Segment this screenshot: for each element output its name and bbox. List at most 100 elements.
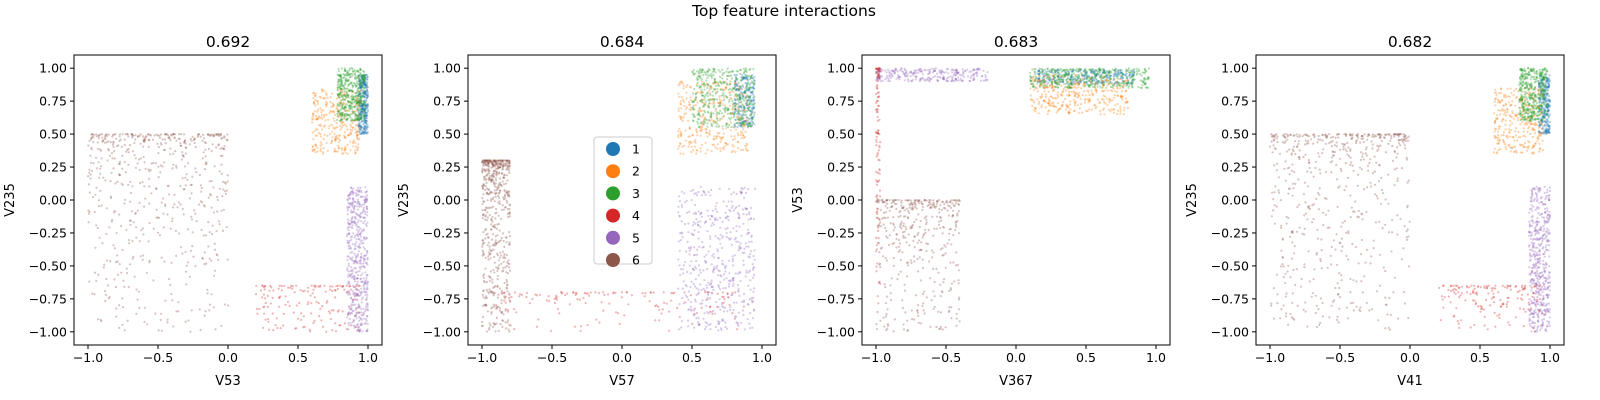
- point-cluster-6: [144, 197, 147, 200]
- point-cluster-3: [344, 79, 347, 82]
- point-cluster-6: [88, 210, 91, 213]
- point-cluster-6: [158, 216, 161, 219]
- point-cluster-6: [100, 204, 103, 207]
- point-cluster-3: [361, 95, 364, 98]
- point-cluster-6: [169, 147, 172, 150]
- point-cluster-3: [357, 74, 360, 77]
- point-cluster-5: [724, 325, 727, 329]
- point-cluster-3: [343, 113, 347, 116]
- point-cluster-6: [193, 138, 196, 141]
- point-cluster-3: [748, 86, 751, 89]
- point-cluster-6: [207, 196, 210, 199]
- point-cluster-6: [497, 214, 500, 217]
- point-cluster-2: [1090, 89, 1093, 92]
- point-cluster-3: [356, 108, 359, 111]
- point-cluster-2: [704, 152, 707, 155]
- point-cluster-5: [732, 191, 735, 194]
- point-cluster-3: [341, 103, 344, 107]
- point-cluster-5: [700, 302, 704, 305]
- point-cluster-2: [716, 147, 719, 150]
- point-cluster-2: [326, 134, 329, 137]
- point-cluster-2: [330, 123, 333, 127]
- point-cluster-6: [208, 180, 211, 183]
- point-cluster-6: [496, 274, 499, 277]
- point-cluster-6: [185, 173, 188, 176]
- point-cluster-1: [365, 89, 369, 92]
- point-cluster-2: [312, 92, 315, 95]
- point-cluster-5: [738, 294, 741, 297]
- point-cluster-2: [719, 140, 722, 143]
- point-cluster-6: [148, 221, 151, 225]
- point-cluster-3: [739, 72, 742, 76]
- point-cluster-3: [740, 118, 743, 121]
- point-cluster-6: [500, 262, 503, 265]
- point-cluster-3: [732, 102, 735, 105]
- point-cluster-1: [365, 104, 368, 107]
- point-cluster-6: [208, 303, 212, 306]
- point-cluster-5: [718, 238, 721, 241]
- point-cluster-5: [681, 236, 684, 239]
- point-cluster-5: [689, 272, 692, 275]
- point-cluster-6: [506, 179, 509, 182]
- point-cluster-3: [729, 80, 732, 83]
- point-cluster-3: [737, 98, 740, 101]
- point-cluster-2: [355, 118, 358, 121]
- point-cluster-2: [1086, 89, 1089, 92]
- point-cluster-6: [487, 172, 491, 175]
- point-cluster-1: [364, 85, 368, 88]
- point-cluster-2: [316, 116, 319, 119]
- point-cluster-6: [127, 239, 130, 242]
- point-cluster-3: [362, 76, 365, 80]
- point-cluster-6: [226, 133, 229, 136]
- point-cluster-5: [696, 221, 700, 224]
- point-cluster-3: [362, 115, 365, 118]
- point-cluster-5: [366, 256, 369, 260]
- point-cluster-1: [362, 103, 365, 106]
- point-cluster-1: [359, 91, 362, 94]
- point-cluster-6: [217, 133, 220, 136]
- point-cluster-4: [333, 289, 337, 292]
- point-cluster-2: [311, 118, 314, 121]
- point-cluster-6: [213, 165, 216, 168]
- point-cluster-3: [351, 84, 354, 87]
- point-cluster-6: [99, 165, 103, 168]
- point-cluster-6: [123, 161, 126, 164]
- point-cluster-5: [717, 284, 720, 287]
- point-cluster-3: [718, 103, 722, 107]
- point-cluster-1: [358, 103, 361, 106]
- point-cluster-1: [357, 110, 360, 113]
- point-cluster-2: [319, 144, 322, 147]
- point-cluster-6: [485, 288, 488, 291]
- point-cluster-6: [503, 189, 506, 192]
- point-cluster-2: [339, 128, 342, 131]
- point-cluster-6: [495, 207, 498, 211]
- point-cluster-4: [602, 291, 605, 294]
- point-cluster-4: [345, 291, 348, 294]
- point-cluster-4: [643, 295, 646, 298]
- point-cluster-6: [210, 293, 213, 296]
- point-cluster-2: [677, 107, 680, 110]
- point-cluster-2: [321, 88, 324, 91]
- point-cluster-5: [701, 240, 704, 244]
- point-cluster-6: [502, 266, 505, 269]
- point-cluster-5: [366, 252, 369, 255]
- point-cluster-6: [104, 299, 107, 303]
- point-cluster-5: [714, 205, 717, 208]
- point-cluster-2: [340, 147, 343, 150]
- point-cluster-6: [502, 183, 505, 186]
- point-cluster-6: [226, 304, 229, 307]
- point-cluster-2: [313, 102, 316, 105]
- point-cluster-2: [346, 109, 349, 112]
- point-cluster-1: [363, 77, 366, 81]
- point-cluster-1: [366, 109, 369, 112]
- point-cluster-3: [357, 76, 360, 79]
- point-cluster-3: [730, 125, 733, 129]
- point-cluster-1: [358, 132, 361, 135]
- point-cluster-3: [697, 118, 700, 121]
- point-cluster-1: [361, 103, 364, 106]
- point-cluster-1: [365, 121, 368, 124]
- point-cluster-3: [350, 89, 353, 92]
- point-cluster-6: [506, 159, 509, 162]
- point-cluster-5: [711, 221, 714, 224]
- point-cluster-6: [93, 271, 97, 274]
